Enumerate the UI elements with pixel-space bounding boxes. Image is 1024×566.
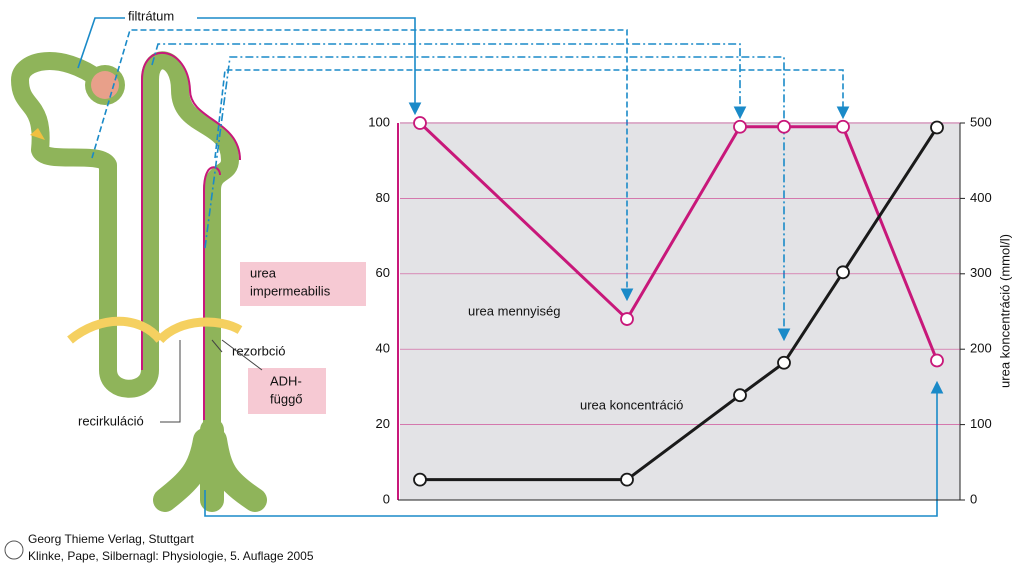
point (620, 312, 634, 326)
y2-tick-label: 500 (970, 114, 992, 129)
connector (214, 69, 850, 159)
y2-axis-title: urea koncentráció (mmol/l) (997, 234, 1012, 388)
connector (77, 17, 422, 116)
point (733, 388, 747, 403)
y2-tick-label: 100 (970, 416, 992, 431)
y2-tick-label: 400 (970, 190, 992, 205)
label-bg (125, 8, 197, 26)
y-tick-label: 0 (383, 491, 390, 506)
label-box (240, 262, 366, 306)
connector (204, 56, 791, 342)
series-line (420, 126, 939, 482)
leader (160, 339, 263, 423)
logo (4, 540, 24, 560)
nephron (11, 51, 267, 512)
point (620, 472, 634, 487)
y2-tick-label: 200 (970, 341, 992, 356)
point (930, 353, 944, 368)
reabsorption-label: rezorbció (232, 343, 285, 358)
point (777, 355, 791, 370)
filtrate-label: filtrátum (128, 8, 174, 23)
adh-label: ADH- (270, 373, 302, 388)
series-label: urea mennyiség (468, 303, 561, 318)
point (733, 119, 747, 134)
y-tick-label: 20 (376, 416, 390, 431)
y-tick-label: 40 (376, 341, 390, 356)
connector (204, 380, 944, 517)
point (413, 472, 427, 487)
y-tick-label: 100 (368, 114, 390, 129)
series-label: urea koncentráció (580, 397, 683, 412)
point (413, 116, 427, 130)
credit: Klinke, Pape, Silbernagl: Physiologie, 5… (28, 549, 314, 563)
point (777, 119, 791, 134)
connector (91, 29, 634, 302)
label-box (248, 368, 326, 414)
impermeable-label: urea (250, 265, 277, 280)
adh-label: függő (270, 391, 303, 406)
y-tick-label: 60 (376, 265, 390, 280)
point (930, 120, 944, 135)
point (836, 265, 850, 280)
y2-tick-label: 300 (970, 265, 992, 280)
recirculation-label: recirkuláció (78, 413, 144, 428)
connector (151, 43, 747, 120)
y2-tick-label: 0 (970, 491, 977, 506)
series-line (418, 121, 939, 362)
point (836, 119, 850, 134)
y-tick-label: 80 (376, 190, 390, 205)
credit: Georg Thieme Verlag, Stuttgart (28, 532, 195, 546)
impermeable-label: impermeabilis (250, 283, 331, 298)
